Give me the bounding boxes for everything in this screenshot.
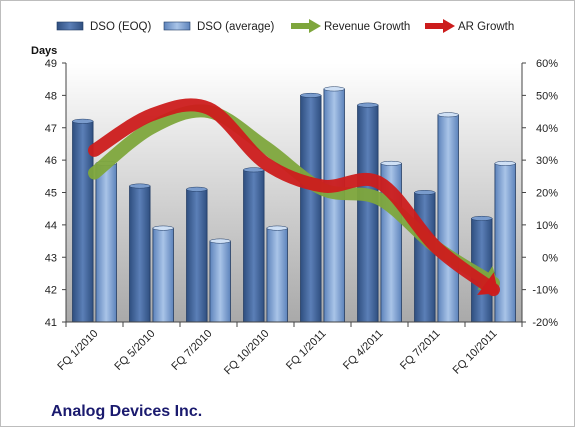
bar-cap-dso-eoq--3 xyxy=(243,167,265,173)
legend-label-revenue-growth: Revenue Growth xyxy=(324,21,410,33)
y2-tick-label: 0% xyxy=(542,252,558,264)
y2-tick-label: 10% xyxy=(536,220,558,232)
legend-arrow-ar-growth xyxy=(443,19,455,33)
y-tick-label: 41 xyxy=(45,317,57,329)
legend-label-dso-average-: DSO (average) xyxy=(197,21,275,33)
line-ar-growth xyxy=(88,98,500,297)
bar-cap-dso-average--1 xyxy=(152,225,174,231)
y-tick-label: 42 xyxy=(45,285,57,297)
y-tick-label: 43 xyxy=(45,252,57,264)
x-tick-label: FQ 1/2011 xyxy=(284,328,329,373)
y-tick-label: 47 xyxy=(45,123,57,135)
bar-cap-dso-eoq--0 xyxy=(72,118,94,124)
growth-lines-group xyxy=(88,98,500,297)
legend-label-dso-eoq-: DSO (EOQ) xyxy=(90,21,152,33)
legend-swatch-dso-eoq- xyxy=(56,21,84,31)
bar-cap-dso-eoq--7 xyxy=(471,215,493,221)
bar-dso-eoq--6 xyxy=(414,192,436,323)
bar-cap-dso-eoq--1 xyxy=(129,183,151,189)
bar-dso-eoq--2 xyxy=(186,188,208,323)
y2-tick-label: 40% xyxy=(536,123,558,135)
x-tick-label: FQ 1/2010 xyxy=(55,328,100,373)
y-tick-label: 44 xyxy=(45,220,57,232)
bar-dso-average--0 xyxy=(95,162,117,323)
x-tick-label: FQ 10/2010 xyxy=(222,328,272,378)
bar-cap-dso-average--6 xyxy=(437,112,459,118)
bars-group xyxy=(72,86,516,323)
bar-cap-dso-average--5 xyxy=(380,160,402,166)
arrowhead-ar-growth xyxy=(477,272,499,295)
bar-dso-eoq--1 xyxy=(129,185,151,323)
x-tick-label: FQ 4/2011 xyxy=(341,328,386,373)
x-tick-label: FQ 5/2010 xyxy=(112,328,157,373)
y-tick-label: 49 xyxy=(45,58,57,70)
bar-dso-eoq--4 xyxy=(300,94,322,323)
legend-arrow-revenue-growth xyxy=(309,19,321,33)
bar-dso-average--4 xyxy=(323,88,345,323)
y2-tick-label: 30% xyxy=(536,155,558,167)
legend-label-ar-growth: AR Growth xyxy=(458,21,514,33)
bar-dso-average--6 xyxy=(437,114,459,323)
bar-cap-dso-eoq--5 xyxy=(357,102,379,108)
bar-cap-dso-average--3 xyxy=(266,225,288,231)
y-tick-label: 46 xyxy=(45,155,57,167)
bar-cap-dso-eoq--6 xyxy=(414,190,436,195)
bar-dso-average--2 xyxy=(209,240,231,323)
bar-dso-average--1 xyxy=(152,227,174,323)
y2-tick-label: 20% xyxy=(536,188,558,200)
y2-tick-label: 60% xyxy=(536,58,558,70)
legend-swatch-dso-average- xyxy=(163,21,191,31)
y2-tick-label: -20% xyxy=(532,317,558,329)
x-tick-label: FQ 7/2011 xyxy=(398,328,443,373)
y2-tick-label: 50% xyxy=(536,90,558,102)
bar-dso-eoq--3 xyxy=(243,169,265,323)
x-tick-label: FQ 10/2011 xyxy=(451,328,500,377)
bar-cap-dso-average--4 xyxy=(323,86,345,92)
y-tick-label: 48 xyxy=(45,90,57,102)
bar-cap-dso-eoq--4 xyxy=(300,92,322,98)
bar-cap-dso-average--7 xyxy=(494,160,516,166)
y-tick-label: 45 xyxy=(45,188,57,200)
bar-dso-average--7 xyxy=(494,162,516,323)
y2-tick-label: -10% xyxy=(532,285,558,297)
legend: DSO (EOQ) DSO (average) Revenue Growth AR G… xyxy=(56,19,514,33)
chart-title: Analog Devices Inc. xyxy=(51,403,202,420)
bar-dso-average--3 xyxy=(266,227,288,323)
x-tick-label: FQ 7/2010 xyxy=(169,328,214,373)
y-axis-label: Days xyxy=(31,45,57,57)
bar-cap-dso-average--2 xyxy=(209,238,231,244)
bar-dso-eoq--5 xyxy=(357,104,379,323)
bar-cap-dso-eoq--2 xyxy=(186,186,208,192)
